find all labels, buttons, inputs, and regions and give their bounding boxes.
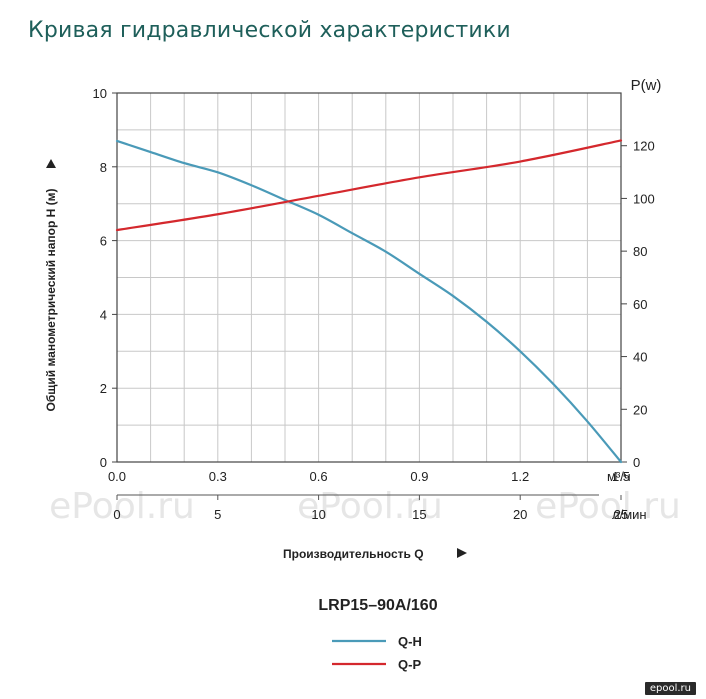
y-left-axis-arrow [46, 159, 56, 168]
y-left-tick-label: 8 [100, 160, 107, 175]
legend-label-q-p: Q-P [398, 657, 421, 672]
series-lines [115, 139, 623, 464]
y-right-tick-label: 40 [633, 350, 647, 365]
page-title: Кривая гидравлической характеристики [28, 18, 511, 43]
x-tick-label: 1.5 [612, 469, 630, 484]
watermarks: ePool.ru ePool.ru ePool.ru [49, 486, 681, 527]
y-left-tick-label: 6 [100, 234, 107, 249]
y-left-axis-ticks: 0 2 4 6 8 10 [93, 86, 117, 470]
x2-tick-label: 10 [311, 507, 325, 522]
y-right-tick-label: 60 [633, 297, 647, 312]
watermark-text: ePool.ru [535, 486, 681, 527]
series-line-q-p [115, 139, 623, 232]
epool-logo: epool.ru [644, 682, 696, 695]
x-tick-label: 1.2 [511, 469, 529, 484]
x-axis-ticks: 0.0 0.3 0.6 0.9 1.2 1.5 [108, 469, 630, 484]
x-tick-label: 0.6 [310, 469, 328, 484]
plot-frame [116, 92, 622, 463]
y-left-tick-label: 4 [100, 307, 107, 322]
x-tick-label: 0.0 [108, 469, 126, 484]
y-left-tick-label: 0 [100, 455, 107, 470]
y-right-axis-title: P(w) [631, 77, 662, 94]
x2-tick-label: 15 [412, 507, 426, 522]
y-left-axis-title: Общий манометрический напор H (м) [44, 188, 58, 411]
y-right-tick-label: 120 [633, 139, 655, 154]
y-left-axis-title-group: Общий манометрический напор H (м) [44, 159, 58, 412]
x-tick-label: 0.9 [410, 469, 428, 484]
y-right-axis-ticks: 0 20 40 60 80 100 120 [621, 139, 655, 470]
x2-tick-label: 5 [214, 507, 221, 522]
x-tick-label: 0.3 [209, 469, 227, 484]
x2-tick-label: 25 [614, 507, 628, 522]
x-axis-title: Производительность Q [283, 547, 424, 561]
x2-tick-label: 20 [513, 507, 527, 522]
x2-axis-ticks: 0 5 10 15 20 25 [113, 494, 628, 522]
x-axis-arrow [457, 548, 467, 558]
legend: Q-H Q-P [332, 634, 422, 672]
series-line-q-h [115, 139, 623, 464]
chart-title: LRP15–90A/160 [318, 597, 437, 614]
legend-label-q-h: Q-H [398, 634, 422, 649]
y-right-tick-label: 80 [633, 244, 647, 259]
x2-unit-label: л/мин [612, 507, 647, 522]
y-right-tick-label: 20 [633, 402, 647, 417]
x2-tick-label: 0 [113, 507, 120, 522]
watermark-text: ePool.ru [297, 486, 443, 527]
chart-grid [117, 93, 621, 462]
y-left-tick-label: 10 [93, 86, 107, 101]
watermark-text: ePool.ru [49, 486, 195, 527]
y-left-tick-label: 2 [100, 381, 107, 396]
y-right-tick-label: 100 [633, 191, 655, 206]
x-unit-label: м³/ч [607, 469, 631, 484]
y-right-tick-label: 0 [633, 455, 640, 470]
